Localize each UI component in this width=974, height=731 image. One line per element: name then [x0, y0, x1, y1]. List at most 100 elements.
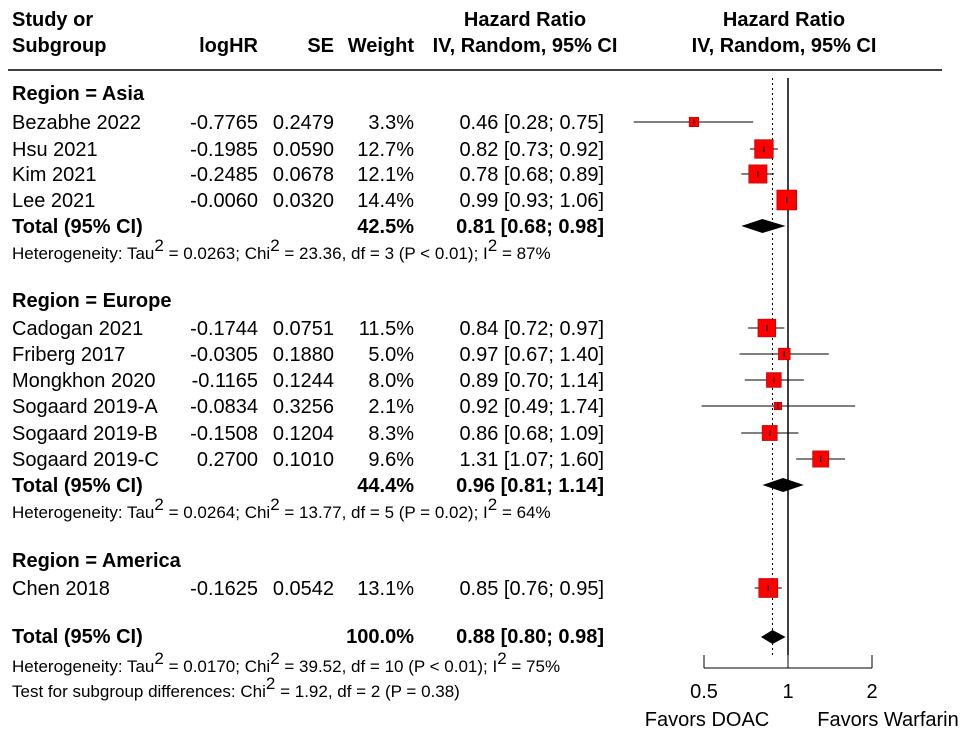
study-name: Cadogan 2021	[12, 318, 143, 340]
study-loghr: -0.1625	[190, 578, 258, 600]
subgroup-test-text: Test for subgroup differences: Chi2 = 1.…	[12, 674, 460, 701]
study-name: Sogaard 2019-A	[12, 396, 158, 418]
heterogeneity-text: Heterogeneity: Tau2 = 0.0264; Chi2 = 13.…	[12, 495, 551, 522]
study-name: Sogaard 2019-C	[12, 449, 159, 471]
overall-total-weight: 100.0%	[346, 626, 414, 648]
study-weight: 13.1%	[357, 578, 414, 600]
het-text: = 0.0264; Chi	[164, 503, 270, 522]
study-name: Mongkhon 2020	[12, 370, 155, 392]
study-loghr: -0.1165	[192, 370, 258, 392]
overall-total-label: Total (95% CI)	[12, 626, 143, 648]
study-weight: 2.1%	[368, 396, 414, 418]
header-hr-2: IV, Random, 95% CI	[433, 35, 618, 57]
study-loghr: -0.1985	[190, 139, 258, 161]
header-subgroup: Subgroup	[12, 35, 106, 57]
study-loghr: 0.2700	[197, 449, 258, 471]
study-name: Sogaard 2019-B	[12, 423, 158, 445]
superscript: 2	[270, 236, 279, 255]
study-se: 0.2479	[273, 112, 334, 134]
header-plot-2: IV, Random, 95% CI	[692, 35, 877, 57]
header-se: SE	[307, 35, 334, 57]
study-hr: 0.99 [0.93; 1.06]	[459, 190, 604, 212]
study-hr: 0.97 [0.67; 1.40]	[459, 344, 604, 366]
subgroup-title: Region = America	[12, 550, 182, 572]
header-loghr: logHR	[199, 35, 258, 57]
subgroup-total-weight: 42.5%	[357, 216, 414, 238]
x-tick-label: 2	[866, 681, 877, 703]
x-tick-label: 0.5	[690, 681, 718, 703]
study-loghr: -0.0060	[190, 190, 258, 212]
study-se: 0.1244	[273, 370, 334, 392]
study-weight: 8.3%	[368, 423, 414, 445]
study-loghr: -0.7765	[190, 112, 258, 134]
study-se: 0.1010	[273, 449, 334, 471]
study-hr: 0.92 [0.49; 1.74]	[459, 396, 604, 418]
study-se: 0.0542	[273, 578, 334, 600]
study-se: 0.0590	[273, 139, 334, 161]
het-text: = 64%	[497, 503, 550, 522]
subgroup-test-value: = 1.92, df = 2 (P = 0.38)	[275, 682, 459, 701]
study-se: 0.3256	[273, 396, 334, 418]
study-weight: 5.0%	[368, 344, 414, 366]
superscript: 2	[488, 495, 497, 514]
study-hr: 0.85 [0.76; 0.95]	[459, 578, 604, 600]
study-loghr: -0.0305	[190, 344, 258, 366]
study-loghr: -0.2485	[190, 164, 258, 186]
study-hr: 0.86 [0.68; 1.09]	[459, 423, 604, 445]
het-text: = 0.0263; Chi	[164, 244, 270, 263]
overall-diamond	[760, 630, 786, 644]
het-text: = 75%	[507, 657, 560, 676]
superscript: 2	[154, 236, 163, 255]
superscript: 2	[270, 649, 279, 668]
superscript: 2	[266, 674, 275, 693]
subgroup-total-hr: 0.96 [0.81; 1.14]	[456, 475, 604, 497]
x-tick-label: 1	[782, 681, 793, 703]
study-se: 0.1204	[273, 423, 334, 445]
study-weight: 12.7%	[357, 139, 414, 161]
subgroup-title: Region = Asia	[12, 83, 145, 105]
study-weight: 14.4%	[357, 190, 414, 212]
study-se: 0.1880	[273, 344, 334, 366]
study-name: Bezabhe 2022	[12, 112, 141, 134]
het-text: = 0.0170; Chi	[164, 657, 270, 676]
study-se: 0.0320	[273, 190, 334, 212]
superscript: 2	[270, 495, 279, 514]
study-loghr: -0.0834	[190, 396, 258, 418]
subgroup-diamond	[741, 219, 786, 233]
study-loghr: -0.1744	[190, 318, 258, 340]
superscript: 2	[154, 495, 163, 514]
subgroup-total-weight: 44.4%	[357, 475, 414, 497]
study-hr: 0.89 [0.70; 1.14]	[459, 370, 604, 392]
subgroup-title: Region = Europe	[12, 290, 171, 312]
het-text: Heterogeneity: Tau	[12, 503, 154, 522]
study-hr: 1.31 [1.07; 1.60]	[459, 449, 604, 471]
het-text: = 13.77, df = 5 (P = 0.02); I	[280, 503, 488, 522]
study-hr: 0.82 [0.73; 0.92]	[459, 139, 604, 161]
study-name: Kim 2021	[12, 164, 97, 186]
study-weight: 3.3%	[368, 112, 414, 134]
study-name: Chen 2018	[12, 578, 110, 600]
study-weight: 8.0%	[368, 370, 414, 392]
overall-heterogeneity-text: Heterogeneity: Tau2 = 0.0170; Chi2 = 39.…	[12, 649, 560, 676]
study-hr: 0.84 [0.72; 0.97]	[459, 318, 604, 340]
study-name: Hsu 2021	[12, 139, 98, 161]
het-text: Heterogeneity: Tau	[12, 657, 154, 676]
superscript: 2	[497, 649, 506, 668]
overall-total-hr: 0.88 [0.80; 0.98]	[456, 626, 604, 648]
subgroup-diamond	[762, 478, 804, 492]
study-name: Lee 2021	[12, 190, 95, 212]
header-plot-1: Hazard Ratio	[723, 9, 845, 31]
study-hr: 0.78 [0.68; 0.89]	[459, 164, 604, 186]
heterogeneity-text: Heterogeneity: Tau2 = 0.0263; Chi2 = 23.…	[12, 236, 551, 263]
het-text: = 87%	[497, 244, 550, 263]
favors-right-label: Favors Warfarin	[817, 709, 959, 731]
subgroup-total-label: Total (95% CI)	[12, 475, 143, 497]
study-se: 0.0751	[273, 318, 334, 340]
het-text: = 39.52, df = 10 (P < 0.01); I	[280, 657, 498, 676]
het-text: Heterogeneity: Tau	[12, 244, 154, 263]
study-name: Friberg 2017	[12, 344, 125, 366]
header-study: Study or	[12, 9, 93, 31]
favors-left-label: Favors DOAC	[645, 709, 769, 731]
study-weight: 11.5%	[359, 318, 414, 340]
header-weight: Weight	[348, 35, 415, 57]
